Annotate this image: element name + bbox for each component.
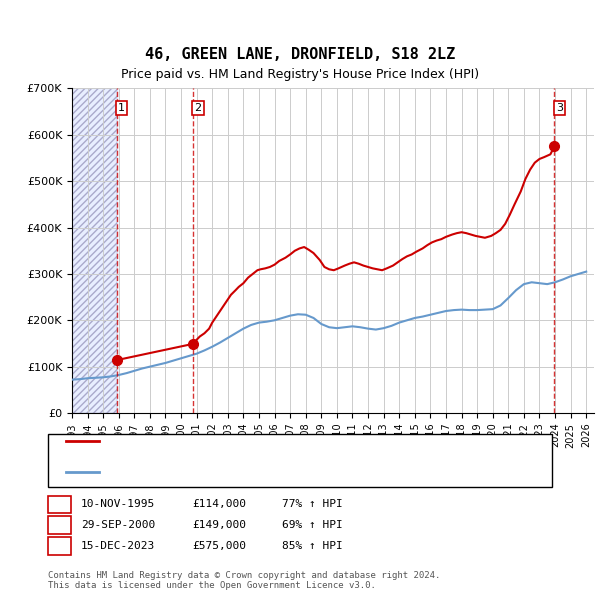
Bar <box>72 88 116 413</box>
Text: £114,000: £114,000 <box>192 500 246 509</box>
Text: Price paid vs. HM Land Registry's House Price Index (HPI): Price paid vs. HM Land Registry's House … <box>121 68 479 81</box>
Text: 29-SEP-2000: 29-SEP-2000 <box>81 520 155 530</box>
Text: 85% ↑ HPI: 85% ↑ HPI <box>282 541 343 550</box>
Text: 46, GREEN LANE, DRONFIELD, S18 2LZ (detached house): 46, GREEN LANE, DRONFIELD, S18 2LZ (deta… <box>102 437 421 446</box>
Text: 3: 3 <box>556 103 563 113</box>
Text: 1: 1 <box>118 103 125 113</box>
Text: 77% ↑ HPI: 77% ↑ HPI <box>282 500 343 509</box>
Text: HPI: Average price, detached house, North East Derbyshire: HPI: Average price, detached house, Nort… <box>102 467 458 477</box>
Text: 15-DEC-2023: 15-DEC-2023 <box>81 541 155 550</box>
Text: 10-NOV-1995: 10-NOV-1995 <box>81 500 155 509</box>
Text: £575,000: £575,000 <box>192 541 246 550</box>
Text: 46, GREEN LANE, DRONFIELD, S18 2LZ: 46, GREEN LANE, DRONFIELD, S18 2LZ <box>145 47 455 62</box>
Text: £149,000: £149,000 <box>192 520 246 530</box>
Text: 2: 2 <box>56 520 63 530</box>
Text: 3: 3 <box>56 541 63 550</box>
Text: Contains HM Land Registry data © Crown copyright and database right 2024.: Contains HM Land Registry data © Crown c… <box>48 571 440 580</box>
Text: This data is licensed under the Open Government Licence v3.0.: This data is licensed under the Open Gov… <box>48 581 376 590</box>
Text: 2: 2 <box>194 103 202 113</box>
Bar <box>72 88 116 413</box>
Text: 69% ↑ HPI: 69% ↑ HPI <box>282 520 343 530</box>
Text: 1: 1 <box>56 500 63 509</box>
